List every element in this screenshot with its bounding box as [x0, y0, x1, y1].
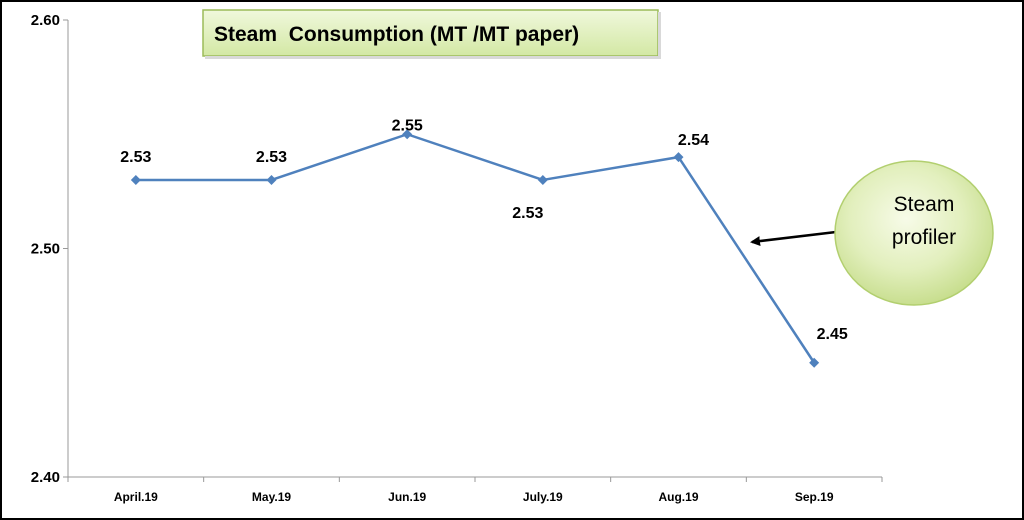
callout-line-2: profiler [892, 226, 956, 249]
data-label: 2.53 [512, 205, 543, 222]
x-category-label: July.19 [523, 490, 563, 504]
data-point-marker [402, 129, 413, 140]
chart-title: Steam Consumption (MT /MT paper) [214, 23, 579, 46]
x-category-label: May.19 [252, 490, 291, 504]
y-tick-label: 2.40 [31, 469, 60, 486]
data-label: 2.55 [392, 117, 423, 134]
data-label: 2.53 [120, 149, 151, 166]
y-tick-label: 2.60 [31, 12, 60, 29]
data-point-marker [266, 174, 277, 185]
data-point-marker [537, 174, 548, 185]
data-label: 2.53 [256, 149, 287, 166]
chart-title-box: Steam Consumption (MT /MT paper) [202, 9, 661, 59]
data-label: 2.45 [817, 326, 848, 343]
data-label: 2.54 [678, 132, 709, 149]
y-tick-label: 2.50 [31, 241, 60, 258]
steam-profiler-callout: Steam profiler [750, 160, 994, 306]
data-point-marker [130, 174, 141, 185]
series-line [135, 133, 816, 364]
x-category-label: Aug.19 [658, 490, 698, 504]
x-category-label: Sep.19 [795, 490, 834, 504]
callout-line-1: Steam [894, 193, 955, 216]
x-category-label: April.19 [114, 490, 158, 504]
callout-arrow [750, 230, 837, 247]
data-point-marker [809, 357, 820, 368]
x-category-label: Jun.19 [388, 490, 426, 504]
data-point-marker [673, 152, 684, 163]
